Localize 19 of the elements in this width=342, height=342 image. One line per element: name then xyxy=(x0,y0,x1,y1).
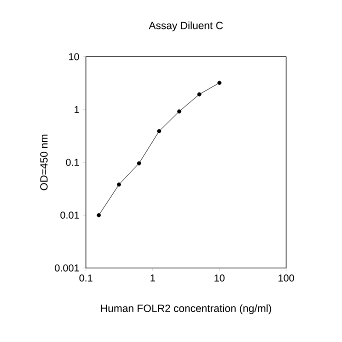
point xyxy=(136,161,142,166)
point xyxy=(217,80,222,85)
x-tick-label: 10 xyxy=(214,274,225,282)
point xyxy=(177,109,182,114)
x-axis-title: Human FOLR2 concentration (ng/ml) xyxy=(101,304,272,314)
point xyxy=(197,92,202,96)
y-tick-label: 0.01 xyxy=(60,212,79,219)
x-tick-label: 100 xyxy=(278,274,294,282)
y-tick-label: 0.1 xyxy=(66,158,79,166)
point xyxy=(116,182,121,187)
y-tick-label: 10 xyxy=(69,53,80,60)
y-axis-title: OD=450 nm xyxy=(40,134,48,190)
x-tick-label: 0.1 xyxy=(79,274,92,282)
chart-title: Assay Diluent C xyxy=(148,22,223,32)
point xyxy=(157,129,162,134)
y-tick-label: 0.001 xyxy=(54,264,79,272)
point xyxy=(96,213,101,218)
x-tick-label: 1 xyxy=(150,274,155,282)
y-tick-label: 1 xyxy=(74,106,79,113)
